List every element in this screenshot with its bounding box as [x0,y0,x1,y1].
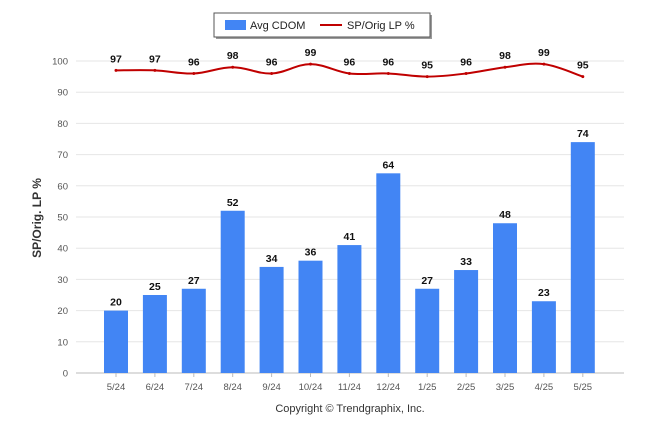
legend-label-bar: Avg CDOM [250,20,305,32]
line-point [309,62,312,66]
line-point [192,71,196,75]
x-tick-label: 8/24 [223,382,242,393]
legend-swatch-bar [225,20,246,30]
line-value-label: 97 [149,53,161,65]
bar [104,310,128,373]
x-tick-label: 3/25 [496,382,515,393]
line-point [270,71,274,75]
bar [376,173,401,373]
x-tick-label: 5/25 [574,382,593,393]
bar-value-label: 52 [227,197,239,209]
line-value-label: 98 [499,50,511,62]
y-axis-ticks: 0 10 20 30 40 50 60 70 80 90 100 [52,57,68,380]
bar [415,288,440,373]
x-tick-label: 1/25 [418,382,437,393]
line-series: 97 97 96 98 96 99 96 96 95 96 98 99 95 [110,47,589,79]
line-value-label: 98 [227,50,239,62]
y-tick-label: 0 [63,369,68,380]
bar-value-label: 36 [305,247,317,259]
bar-value-label: 25 [149,281,161,293]
line-value-label: 96 [188,56,200,68]
line-point [114,68,118,72]
line-point [581,75,585,79]
x-tick-label: 7/24 [185,382,204,393]
bar [493,223,517,373]
bar [298,260,323,373]
x-tick-label: 4/25 [535,382,554,393]
bar-series: 20 25 27 52 34 36 41 64 27 33 48 23 74 [104,128,595,373]
line-point [464,71,468,75]
line-point [386,71,390,75]
bar-value-label: 41 [344,231,356,243]
x-tick-label: 5/24 [107,382,126,393]
legend-label-line: SP/Orig LP % [347,20,415,32]
line-value-label: 95 [577,60,589,72]
x-tick-label: 2/25 [457,382,476,393]
y-axis-label: SP/Orig. LP % [30,178,44,258]
x-tick-label: 11/24 [338,382,361,393]
line-value-label: 99 [538,47,550,59]
line-point [425,75,429,79]
line-value-label: 97 [110,53,122,65]
bar [337,245,362,373]
line-value-label: 96 [460,56,472,68]
x-tick-label: 6/24 [146,382,165,393]
y-tick-label: 20 [57,306,68,317]
line-point [153,68,157,72]
bar [259,266,284,373]
bar-value-label: 20 [110,297,122,309]
bar-value-label: 74 [577,128,589,140]
y-tick-label: 100 [52,57,68,68]
line-point [231,65,235,69]
bar-value-label: 33 [460,256,472,268]
line-point [542,62,546,66]
y-tick-label: 40 [57,244,68,255]
line-value-label: 96 [266,56,278,68]
bar [181,288,206,373]
bar [142,295,167,373]
x-axis-ticks: 5/24 6/24 7/24 8/24 9/24 10/24 11/24 12/24 1/25 2… [107,373,592,393]
y-tick-label: 70 [57,150,68,161]
y-tick-label: 10 [57,337,68,348]
bar-value-label: 64 [382,159,394,171]
legend: Avg CDOM SP/Orig LP % [213,12,432,39]
bar-value-label: 27 [421,275,433,287]
bar-value-label: 27 [188,275,200,287]
line-value-label: 95 [421,60,433,72]
y-tick-label: 50 [57,213,68,224]
line-value-label: 96 [344,56,356,68]
bar [220,210,245,373]
y-tick-label: 30 [57,275,68,286]
copyright-footer: Copyright © Trendgraphix, Inc. [275,403,424,415]
bar-value-label: 34 [266,253,278,265]
line-point [503,65,507,69]
y-tick-label: 60 [57,181,68,192]
x-tick-label: 9/24 [262,382,281,393]
line-value-label: 96 [382,56,394,68]
bar [531,301,556,373]
line-point [347,71,351,75]
bar [570,142,595,373]
y-tick-label: 90 [57,88,68,99]
x-tick-label: 12/24 [376,382,400,393]
bar [454,270,479,373]
bar-value-label: 48 [499,209,511,221]
line-value-label: 99 [305,47,317,59]
x-tick-label: 10/24 [299,382,323,393]
bar-value-label: 23 [538,287,550,299]
y-tick-label: 80 [57,119,68,130]
